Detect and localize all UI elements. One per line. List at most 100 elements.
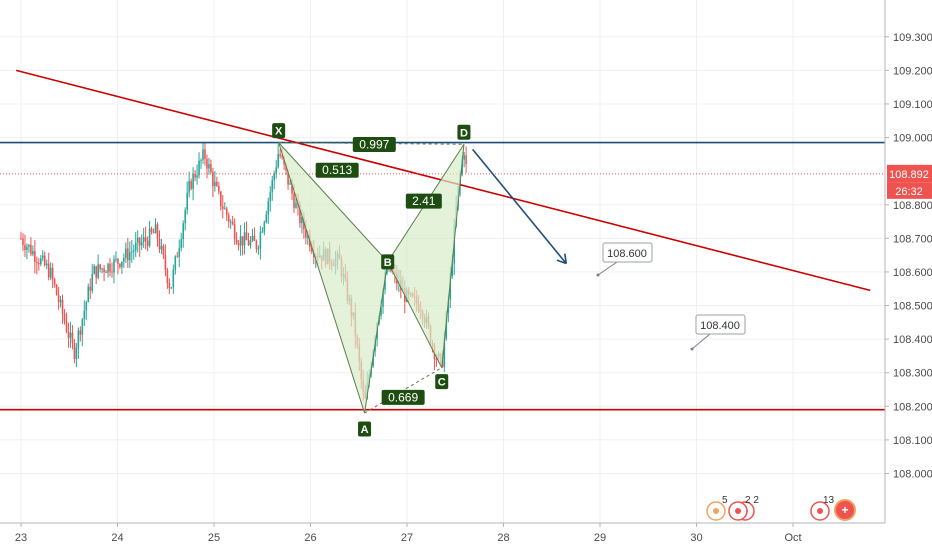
candle-body [166,269,169,284]
candle-body [85,302,88,311]
callout-pointer [691,333,711,350]
candle-body [253,235,256,241]
callout-label: 108.600 [607,248,647,260]
candle-body [89,286,92,291]
countdown-badge [887,182,932,199]
event-icon-2b-dot [735,508,741,514]
candle-body [111,271,113,273]
candle-body [63,314,66,322]
point-label-x-box [272,123,286,139]
candle-body [47,263,50,278]
candle-body [214,181,216,187]
candle-body [231,221,234,225]
candle-body [140,242,143,246]
candle-body [121,261,123,267]
candle-body [41,255,44,259]
callouts-group: 108.600 108.400 [472,148,746,351]
candle-body [216,181,218,186]
y-tick-label: 108.400 [893,334,932,346]
candle-body [123,257,125,262]
candle-body [132,250,135,252]
candle-body [39,258,42,265]
point-label-c-box [435,374,449,390]
candle-body [164,255,167,270]
candle-body [150,228,153,233]
candle-body [77,330,80,348]
candle-body [30,244,32,255]
point-label-c: C [438,377,446,389]
candle-body [69,332,72,338]
candle-body [184,209,186,224]
candle-body [311,247,313,252]
candle-body [79,330,82,335]
candle-body [51,267,54,280]
pattern-leg-cd [441,144,465,368]
candle-body [34,251,36,262]
candle-body [281,155,283,158]
candle-body [73,342,76,360]
ratio-abc: 0.669 [388,390,418,404]
candle-body [87,286,90,303]
candle-body [176,256,179,258]
candle-body [129,252,131,261]
current-price-value: 108.892 [889,169,929,181]
point-label-a-box [358,421,372,437]
candle-body [101,268,103,270]
candle-body [186,192,188,210]
x-tick-label: 25 [208,532,220,544]
y-tick-label: 109.100 [893,99,932,111]
candle-body [138,237,141,246]
ratio-xad: 2.41 [412,194,436,208]
candle-body [301,216,303,224]
candle-body [136,237,139,243]
candle-body [38,263,40,265]
callout-pointer [597,261,618,276]
candle-body [174,256,177,270]
candle-body [249,240,252,246]
candle-body [95,266,97,278]
pattern-leg-xb [278,142,389,263]
candle-body [168,283,171,289]
callout-box [602,242,653,263]
price-scale-bg [885,0,932,550]
icon-badges: 5 2 2 13 + [706,495,856,521]
callout-anchor-dot [690,347,694,351]
y-tick-label: 108.000 [893,468,932,480]
x-tick-label: 28 [497,532,509,544]
candle-body [449,275,452,300]
candle-body [75,347,78,360]
arrow-head-stroke [563,253,568,264]
candle-body [229,221,232,223]
point-label-b-box [381,254,395,270]
candle-body [81,319,84,335]
candle-body [386,268,388,274]
candle-body [83,310,86,320]
candle-body [22,238,24,245]
candle-body [55,285,58,296]
candle-body [36,261,38,264]
candle-body [61,299,64,315]
candle-body [220,191,222,207]
candle-body [204,149,206,160]
candle-body [103,268,105,272]
y-tick-label: 109.000 [893,133,932,145]
y-tick-label: 108.800 [893,200,932,212]
candle-body [180,239,183,249]
y-tick-label: 109.300 [893,32,932,44]
candle-body [182,223,185,240]
candle-body [65,321,68,332]
candle-body [99,264,101,270]
candle-body [119,263,121,267]
candle-body [24,244,26,251]
ratio-bcd-box [352,136,396,152]
ratio-abc-box [381,389,425,405]
pattern-leg-xa [278,142,366,414]
countdown-value: 26:32 [895,186,923,198]
pattern-leg-ab [364,261,389,414]
candle-body [49,267,52,278]
point-label-x: X [275,126,283,138]
callout-label: 108.400 [700,320,740,332]
candle-body [154,224,157,234]
candle-body [188,181,190,193]
